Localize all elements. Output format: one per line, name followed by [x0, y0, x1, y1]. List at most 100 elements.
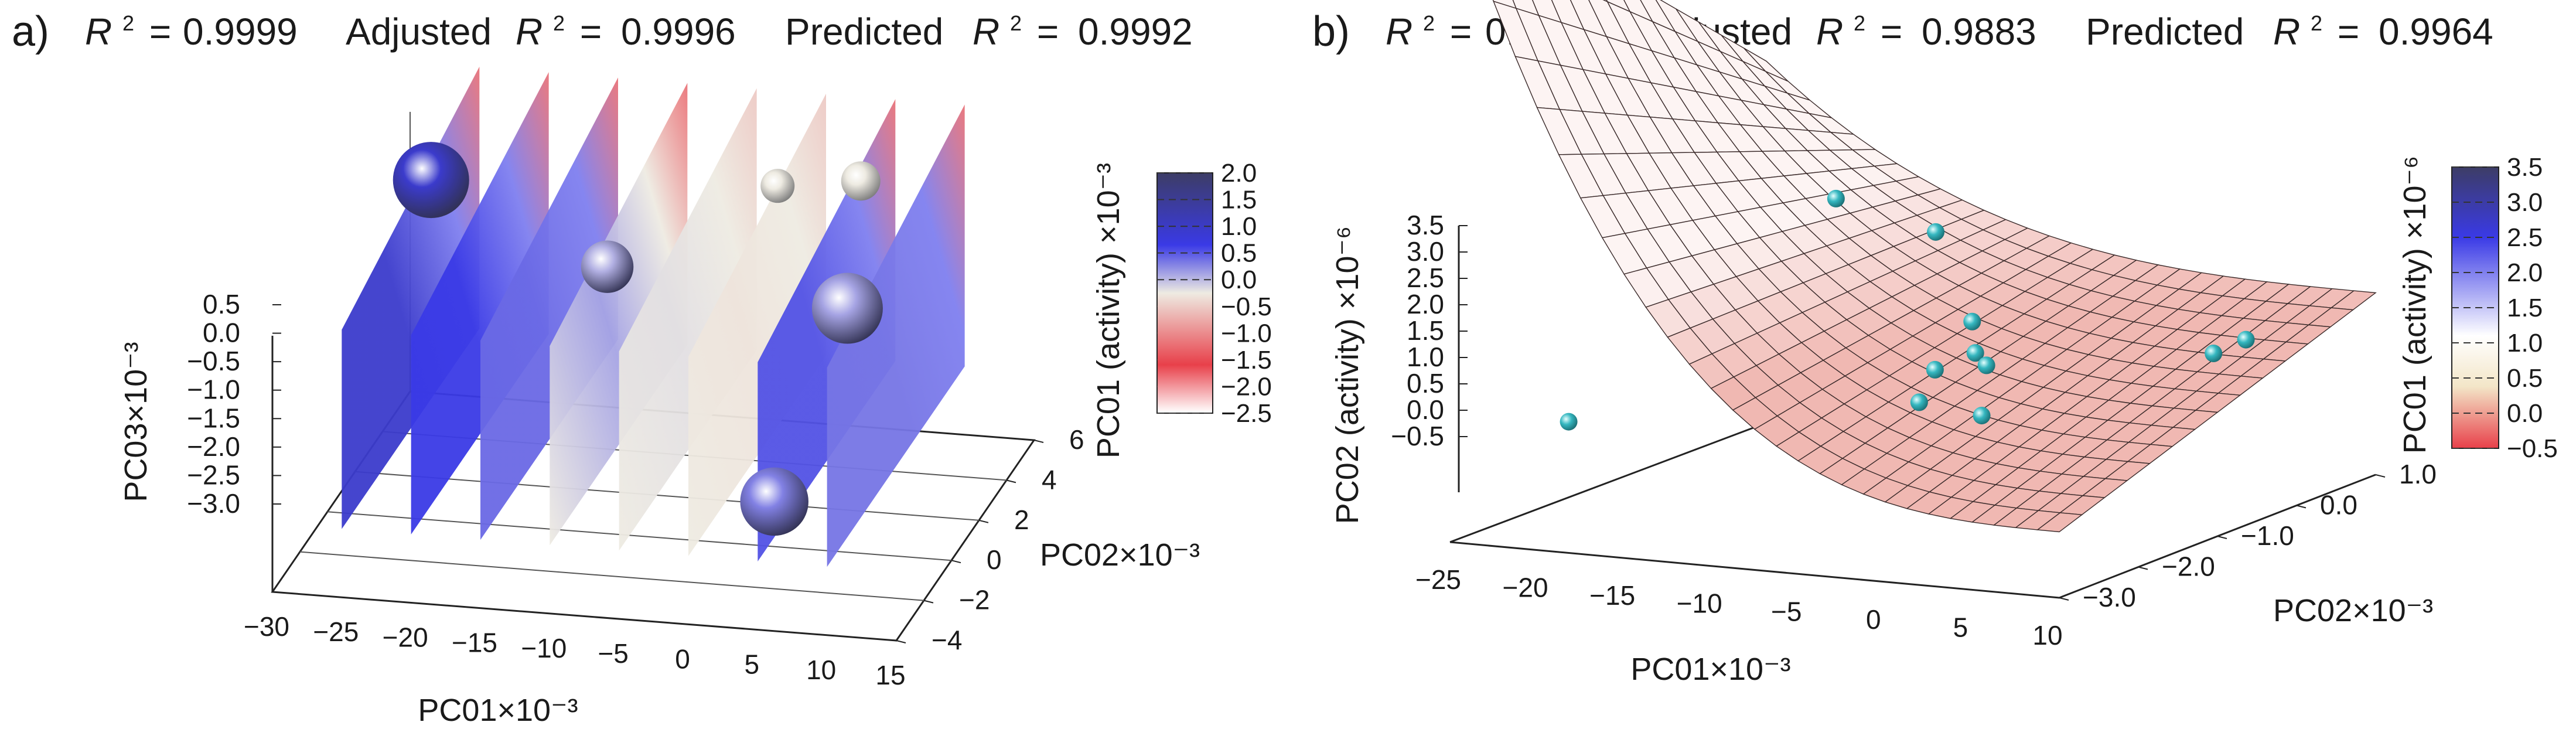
panel-a-pred-sup: 2 [1010, 11, 1022, 35]
panel-a-header: a) R 2 = 0.9999 Adjusted R 2 = 0.9996 Pr… [12, 8, 1193, 55]
panel-a-spheres [393, 142, 883, 536]
panel-b-z-tick-label: 2.5 [1407, 263, 1444, 293]
panel-a-colorbar-negative-band [1158, 293, 1212, 413]
panel-a-colorbar-tick-label: 1.5 [1221, 186, 1257, 214]
panel-a-r2-value: 0.9999 [183, 11, 298, 53]
panel-b-z-tick-label: 0.0 [1407, 394, 1444, 425]
panel-a-y-tick-mark [978, 519, 989, 523]
panel-a-slices [342, 66, 965, 567]
panel-a-slice [827, 104, 965, 567]
panel-b-data-point [1926, 360, 1944, 379]
panel-b-surface-cell [2036, 512, 2083, 533]
panel-a-x-tick-label: −15 [452, 628, 497, 658]
panel-a-adj-prefix: Adjusted [346, 11, 492, 53]
panel-a-pred-symbol: R [973, 11, 999, 53]
panel-a-y-tick-label: 6 [1069, 424, 1084, 455]
panel-a-z-tick-label: 0.5 [203, 289, 240, 319]
panel-a-adj-eq: = [580, 11, 602, 53]
panel-b-r2-sup: 2 [1423, 11, 1435, 35]
panel-a-sphere [760, 169, 795, 203]
panel-a-colorbar-tick-label: −0.5 [1221, 292, 1272, 321]
panel-b-data-point [1966, 344, 1984, 362]
panel-b-z-ticks: 3.53.02.52.01.51.00.50.0−0.5 [1391, 210, 1468, 451]
panel-a-z-tick-label: −1.5 [187, 403, 240, 433]
panel-a-y-tick-label: 2 [1014, 505, 1029, 535]
panel-a-r2-symbol: R [85, 11, 112, 53]
panel-a-adj-value: 0.9996 [621, 11, 736, 53]
panel-a-colorbar-tick-label: −2.5 [1221, 399, 1272, 428]
panel-a-y-tick-mark [1033, 440, 1044, 443]
panel-a-x-tick-label: 0 [675, 643, 690, 674]
panel-a-slice [688, 93, 826, 556]
panel-b-z-tick-label: 3.0 [1407, 236, 1444, 267]
panel-b-data-point [1977, 356, 1995, 374]
panel-a-y-tick-mark [923, 600, 934, 604]
panel-a-adj-sup: 2 [553, 11, 565, 35]
panel-a-z-tick-label: −2.5 [187, 459, 240, 490]
panel-a-floor-gridline [354, 471, 980, 521]
panel-a-slice [550, 83, 688, 546]
panel-b-x-ticks: −25 −20 −15 −10 −5 0 5 10 [1415, 564, 2063, 651]
panel-a-sphere [811, 273, 883, 344]
panel-a-slice [619, 88, 757, 551]
panel-b-z-tick-label: 3.5 [1407, 210, 1444, 240]
panel-a-slice [411, 72, 549, 534]
panel-b-colorbar-tick-label: 3.0 [2507, 188, 2543, 217]
panel-b-data-point [1973, 407, 1991, 425]
panel-a-sphere [740, 467, 808, 536]
panel-b-data-point [2205, 344, 2223, 362]
panel-b-colorbar-tick-label: 3.5 [2507, 153, 2543, 182]
panel-a-y-tick-label: −4 [932, 625, 962, 655]
panel-b-y-tick-mark [2296, 505, 2307, 509]
panel-a-sphere [581, 240, 634, 293]
panel-b-y-tick-mark [2375, 474, 2386, 478]
panel-a-pred-eq: = [1037, 11, 1059, 53]
panel-b-x-tick-label: −5 [1771, 596, 1802, 626]
panel-b-z-tick-label: 0.5 [1407, 368, 1444, 399]
panel-b-y-tick-mark [2217, 536, 2227, 539]
panel-b-chart: 3.53.02.52.01.51.00.50.0−0.5 −25 −20 −15 −1… [1330, 0, 2558, 687]
panel-b-data-point [1560, 413, 1578, 431]
panel-b-points [1560, 189, 2255, 431]
panel-a-r2-sup: 2 [122, 11, 134, 35]
panel-a-sphere [841, 161, 881, 201]
panel-b-colorbar: 3.5 3.0 2.5 2.0 1.5 1.0 0.5 0.0 −0.5 [2451, 153, 2558, 463]
panel-b-y-tick-mark [2138, 566, 2148, 570]
panel-a-x-tick-label: −25 [313, 617, 359, 647]
panel-a-y-axis-title: PC02×10⁻³ [1040, 537, 1200, 573]
panel-b-y-tick-label: −1.0 [2241, 520, 2294, 551]
panel-a-label: a) [12, 8, 49, 55]
panel-b-y-tick-label: −3.0 [2083, 582, 2136, 612]
panel-b-colorbar-tick-label: 2.5 [2507, 223, 2543, 252]
panel-b-x-axis-title: PC01×10⁻³ [1630, 652, 1790, 687]
panel-b-data-point [1910, 393, 1928, 411]
panel-a-y-tick-mark [896, 640, 906, 643]
panel-b-pred-symbol: R [2273, 11, 2300, 53]
panel-a-y-tick-label: 0 [987, 544, 1002, 575]
panel-a-chart: 0.50.0−0.5−1.0−1.5−2.0−2.5−3.0 −30 −25 −20… [118, 66, 1272, 728]
panel-a-colorbar-tick-label: 0.0 [1221, 265, 1257, 294]
panel-b-x-tick-label: −10 [1677, 588, 1722, 619]
panel-b-surface [1492, 0, 2377, 533]
panel-a-colorbar-tick-label: 2.0 [1221, 159, 1257, 188]
panel-b-y-axis-title: PC02×10⁻³ [2273, 593, 2433, 628]
panel-a-r2-eq: = [149, 11, 171, 53]
panel-a-y-tick-mark [1006, 479, 1016, 483]
panel-b-z-tick-label: 1.0 [1407, 342, 1444, 372]
panel-a-x-tick-label: 10 [806, 655, 836, 685]
panel-a-sphere [393, 142, 469, 219]
panel-a-floor-gridline [299, 551, 924, 601]
panel-a-x-tick-label: 5 [745, 649, 760, 680]
panel-b-y-tick-label: 1.0 [2399, 459, 2437, 489]
panel-b-colorbar-tick-label: 1.5 [2507, 294, 2543, 322]
panel-b-colorbar-tick-label: 0.0 [2507, 399, 2543, 428]
panel-b-x-tick-label: 10 [2032, 620, 2062, 651]
panel-a-z-tick-label: −3.0 [187, 488, 240, 519]
panel-b-label: b) [1312, 8, 1350, 55]
panel-b-x-tick-label: 5 [1953, 612, 1968, 642]
panel-b-x-tick-label: −20 [1503, 573, 1548, 603]
panel-b-z-tick-label: −0.5 [1391, 421, 1444, 451]
panel-a-y-tick-mark [951, 560, 961, 564]
panel-a-z-tick-label: −1.0 [187, 374, 240, 405]
